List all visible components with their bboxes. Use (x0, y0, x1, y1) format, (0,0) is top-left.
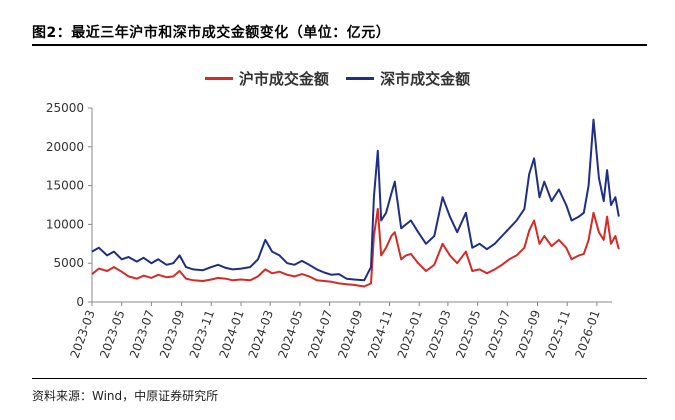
figure-footer: 资料来源：Wind，中原证券研究所 (32, 378, 647, 412)
series-line-sh (91, 207, 620, 288)
figure-title: 图2：最近三年沪市和深市成交金额变化（单位：亿元） (32, 25, 391, 41)
x-tick-label: 2023-05 (97, 308, 127, 360)
x-tick-label: 2024-01 (217, 308, 247, 360)
x-tick-label: 2025-07 (483, 308, 513, 360)
x-tick-label: 2023-07 (127, 308, 157, 360)
chart-area: 沪市成交金额 深市成交金额 0 5000 10000 15000 20000 25000 2… (0, 48, 675, 370)
y-tick-label: 10000 (46, 217, 84, 231)
chart-legend: 沪市成交金额 深市成交金额 (0, 66, 675, 89)
x-tick-label: 2025-09 (513, 308, 543, 360)
x-tick-label: 2025-01 (395, 308, 425, 360)
x-tick-label: 2024-07 (305, 308, 335, 360)
legend-item-sz: 深市成交金额 (346, 68, 470, 89)
x-tick-label: 2025-05 (453, 308, 483, 360)
y-tick-label: 20000 (46, 140, 84, 154)
y-tick-label: 5000 (53, 256, 84, 270)
legend-label-sh: 沪市成交金额 (238, 70, 329, 88)
x-tick-label: 2023-03 (68, 308, 98, 360)
legend-label-sz: 深市成交金额 (380, 70, 471, 88)
y-tick-label: 15000 (46, 179, 84, 193)
series-line-sz (91, 118, 620, 282)
x-tick-label: 2024-05 (275, 308, 305, 360)
y-tick-label: 25000 (46, 101, 84, 115)
legend-swatch-sh (204, 77, 233, 80)
x-tick-label: 2024-09 (335, 308, 365, 360)
x-tick-label: 2023-09 (157, 308, 187, 360)
x-tick-label: 2024-03 (246, 308, 276, 360)
x-tick-label: 2025-03 (423, 308, 453, 360)
x-tick-label: 2024-11 (365, 308, 395, 360)
y-tick-label: 0 (76, 295, 84, 309)
figure-header: 图2：最近三年沪市和深市成交金额变化（单位：亿元） (32, 8, 647, 46)
x-tick-label: 2026-01 (572, 308, 602, 360)
x-tick-label: 2023-11 (187, 308, 217, 360)
legend-swatch-sz (346, 77, 375, 80)
legend-item-sh: 沪市成交金额 (204, 68, 329, 89)
x-tick-label: 2025-11 (543, 308, 573, 360)
figure-source: 资料来源：Wind，中原证券研究所 (32, 389, 219, 403)
